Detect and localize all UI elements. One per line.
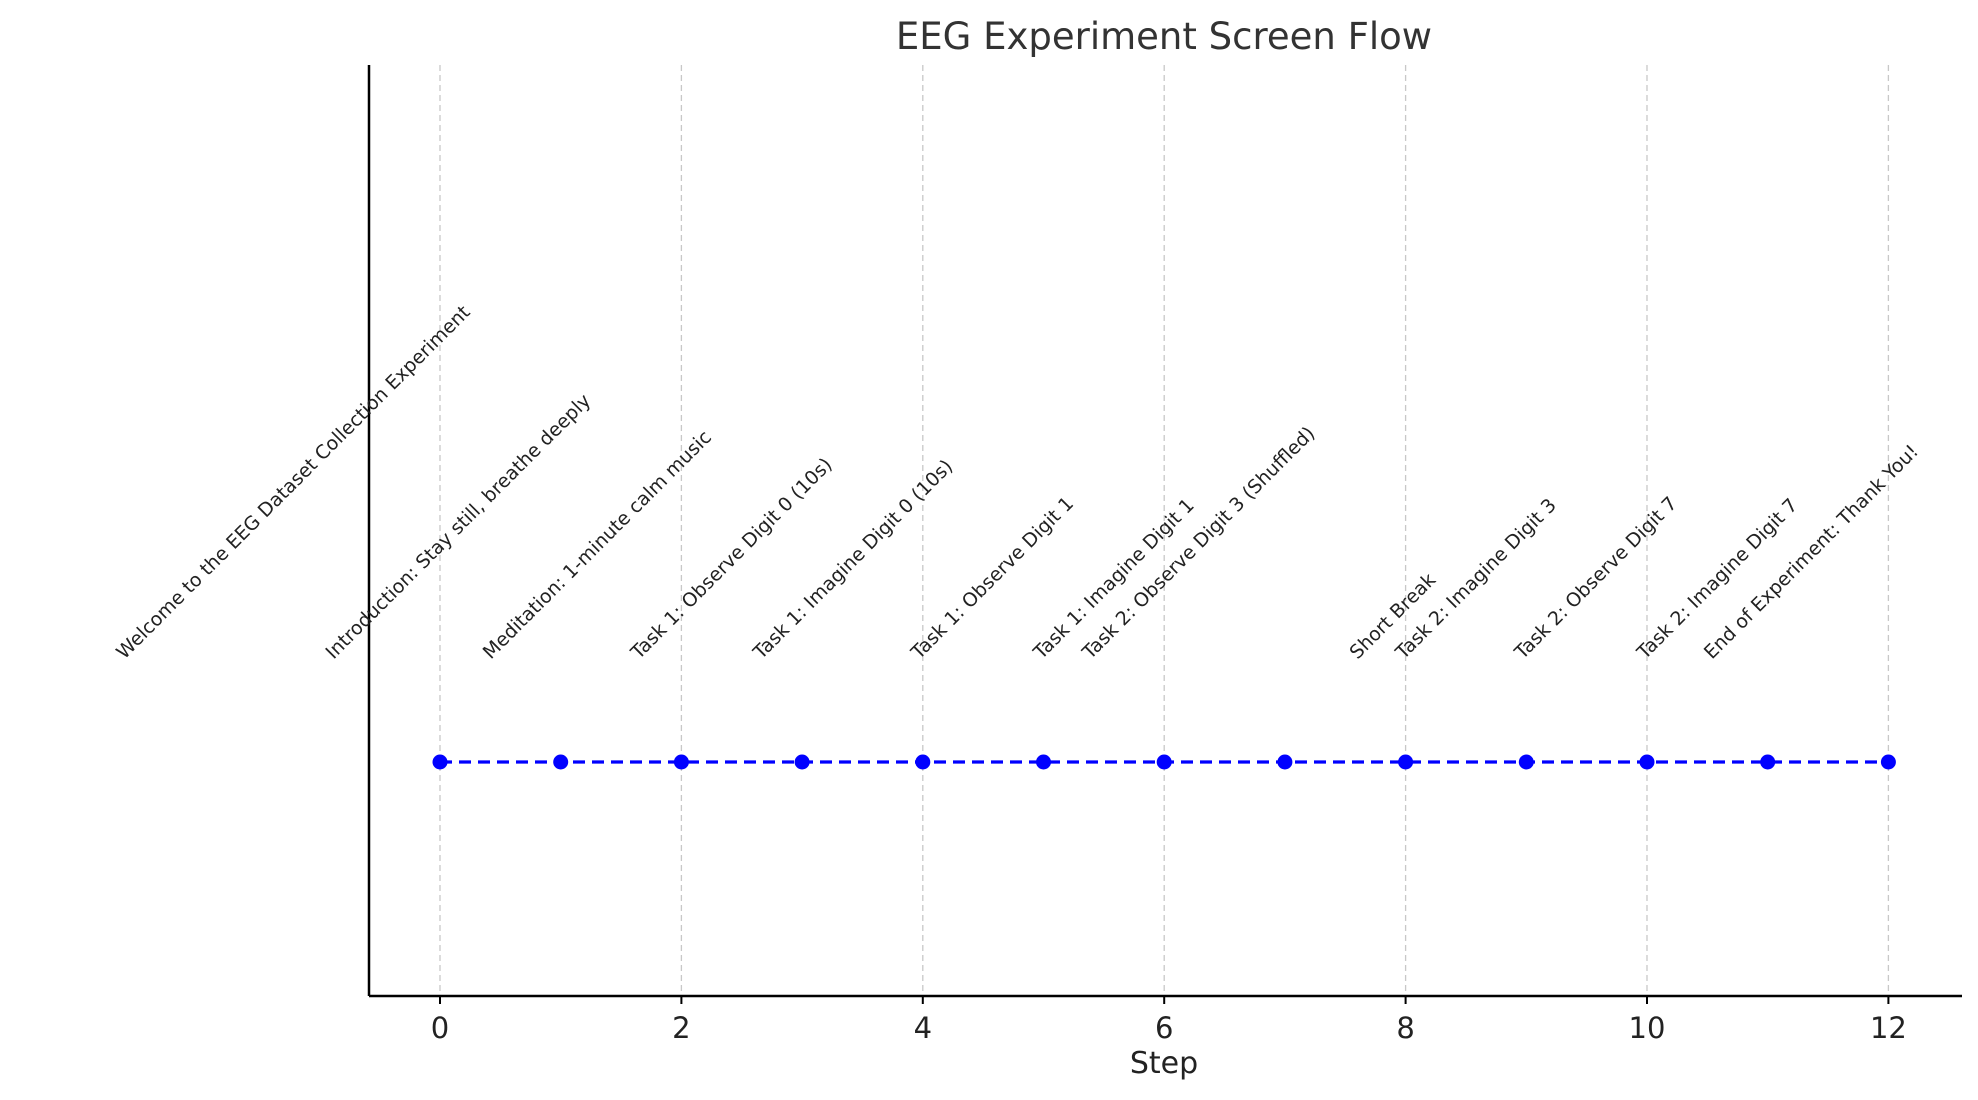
- data-point: [1639, 754, 1655, 770]
- data-point: [432, 754, 448, 770]
- data-point: [1760, 754, 1776, 770]
- data-point: [915, 754, 931, 770]
- x-tick-label: 4: [914, 1011, 932, 1045]
- data-point: [673, 754, 689, 770]
- x-tick-label: 0: [431, 1011, 449, 1045]
- data-point: [1398, 754, 1414, 770]
- chart-title: EEG Experiment Screen Flow: [896, 15, 1432, 58]
- data-point: [553, 754, 569, 770]
- step-annotations: Welcome to the EEG Dataset Collection Ex…: [112, 301, 1923, 664]
- step-annotation: Task 2: Observe Digit 3 (Shuffled): [1078, 422, 1320, 664]
- grid-lines: [439, 65, 1890, 996]
- data-point: [1156, 754, 1172, 770]
- step-annotation: Introduction: Stay still, breathe deeply: [321, 390, 595, 664]
- x-tick-label: 12: [1870, 1011, 1907, 1045]
- x-tick-label: 10: [1629, 1011, 1666, 1045]
- x-tick-label: 8: [1396, 1011, 1414, 1045]
- series-layer: [432, 754, 1896, 770]
- data-point: [1277, 754, 1293, 770]
- data-point: [794, 754, 810, 770]
- x-axis-ticks: 0 2 4 6 8 10 12: [431, 996, 1907, 1045]
- x-tick-label: 2: [672, 1011, 690, 1045]
- x-axis-label: Step: [1130, 1046, 1198, 1081]
- data-point: [1880, 754, 1896, 770]
- data-point: [1518, 754, 1534, 770]
- step-annotation: Welcome to the EEG Dataset Collection Ex…: [112, 301, 474, 663]
- x-tick-label: 6: [1155, 1011, 1173, 1045]
- data-point: [1036, 754, 1051, 770]
